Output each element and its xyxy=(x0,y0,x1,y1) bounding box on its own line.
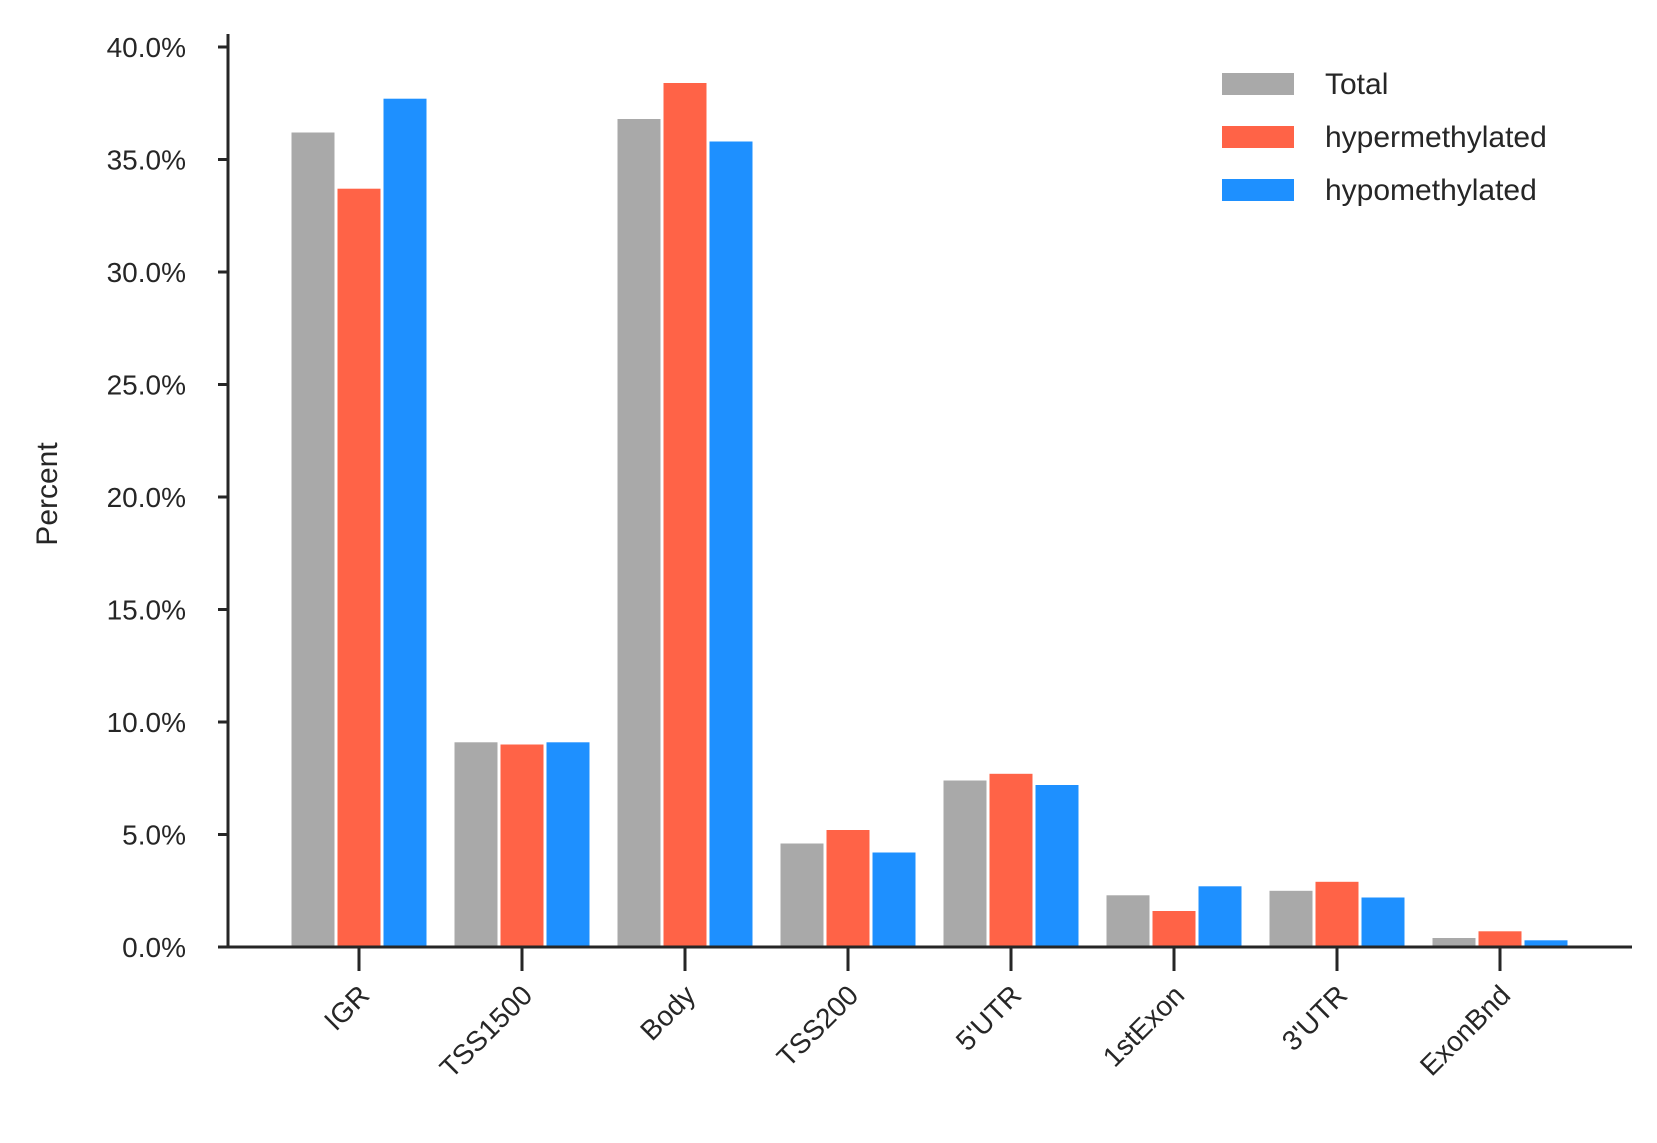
bar-hypomethylated-tss1500 xyxy=(546,742,590,948)
x-tick-label: ExonBnd xyxy=(1414,979,1516,1081)
x-axis: IGR TSS1500 Body TSS200 5'UTR 1stExon 3'UTR Exo… xyxy=(228,945,1632,1084)
bar-total-5utr xyxy=(943,780,987,947)
y-tick-label: 0.0% xyxy=(122,932,186,963)
x-tick-label: 1stExon xyxy=(1097,979,1190,1072)
x-tick-label: IGR xyxy=(318,979,375,1036)
y-tick-label: 40.0% xyxy=(107,32,186,63)
legend-swatch xyxy=(1222,126,1294,148)
x-tick-label: TSS1500 xyxy=(434,979,538,1083)
legend-label: hypomethylated xyxy=(1325,174,1537,207)
x-tick-label: 3'UTR xyxy=(1276,979,1353,1056)
bar-hypermethylated-tss200 xyxy=(826,830,870,947)
bar-total-igr xyxy=(291,132,335,947)
x-tick-label: TSS200 xyxy=(771,979,864,1072)
y-tick-label: 5.0% xyxy=(122,820,186,851)
bar-total-exonbnd xyxy=(1432,938,1476,947)
legend-swatch xyxy=(1222,179,1294,201)
bar-hypermethylated-1stexon xyxy=(1152,911,1196,947)
bar-total-tss1500 xyxy=(454,742,498,948)
bar-hypomethylated-5utr xyxy=(1035,785,1079,947)
bar-hypomethylated-3utr xyxy=(1361,897,1405,947)
y-axis: 0.0% 5.0% 10.0% 15.0% 20.0% 25.0% 30.0% 35.0% 40… xyxy=(107,32,230,963)
legend-label: Total xyxy=(1325,68,1388,101)
bar-hypermethylated-3utr xyxy=(1315,881,1359,948)
y-tick-label: 35.0% xyxy=(107,145,186,176)
legend-swatch xyxy=(1222,73,1294,95)
bar-hypomethylated-tss200 xyxy=(872,852,916,947)
y-tick-label: 25.0% xyxy=(107,370,186,401)
bar-hypomethylated-igr xyxy=(383,98,427,947)
bar-total-tss200 xyxy=(780,843,824,947)
y-tick-label: 20.0% xyxy=(107,482,186,513)
bar-hypomethylated-body xyxy=(709,141,753,947)
y-tick-label: 15.0% xyxy=(107,595,186,626)
y-tick-label: 30.0% xyxy=(107,257,186,288)
bar-total-body xyxy=(617,119,661,947)
bar-hypomethylated-exonbnd xyxy=(1524,940,1568,948)
bar-hypermethylated-igr xyxy=(337,188,381,947)
bar-hypomethylated-1stexon xyxy=(1198,886,1242,948)
bar-hypermethylated-5utr xyxy=(989,773,1033,948)
bar-hypermethylated-tss1500 xyxy=(500,744,544,947)
bars-group xyxy=(291,83,1568,948)
x-tick-label: Body xyxy=(634,979,701,1046)
x-tick-label: 5'UTR xyxy=(950,979,1027,1056)
legend-label: hypermethylated xyxy=(1325,121,1547,154)
y-tick-label: 10.0% xyxy=(107,707,186,738)
bar-total-1stexon xyxy=(1106,895,1150,948)
legend: Total hypermethylated hypomethylated xyxy=(1222,68,1547,207)
bar-total-3utr xyxy=(1269,890,1313,948)
y-axis-title: Percent xyxy=(31,442,64,546)
bar-hypermethylated-body xyxy=(663,83,707,947)
bar-hypermethylated-exonbnd xyxy=(1478,931,1522,948)
